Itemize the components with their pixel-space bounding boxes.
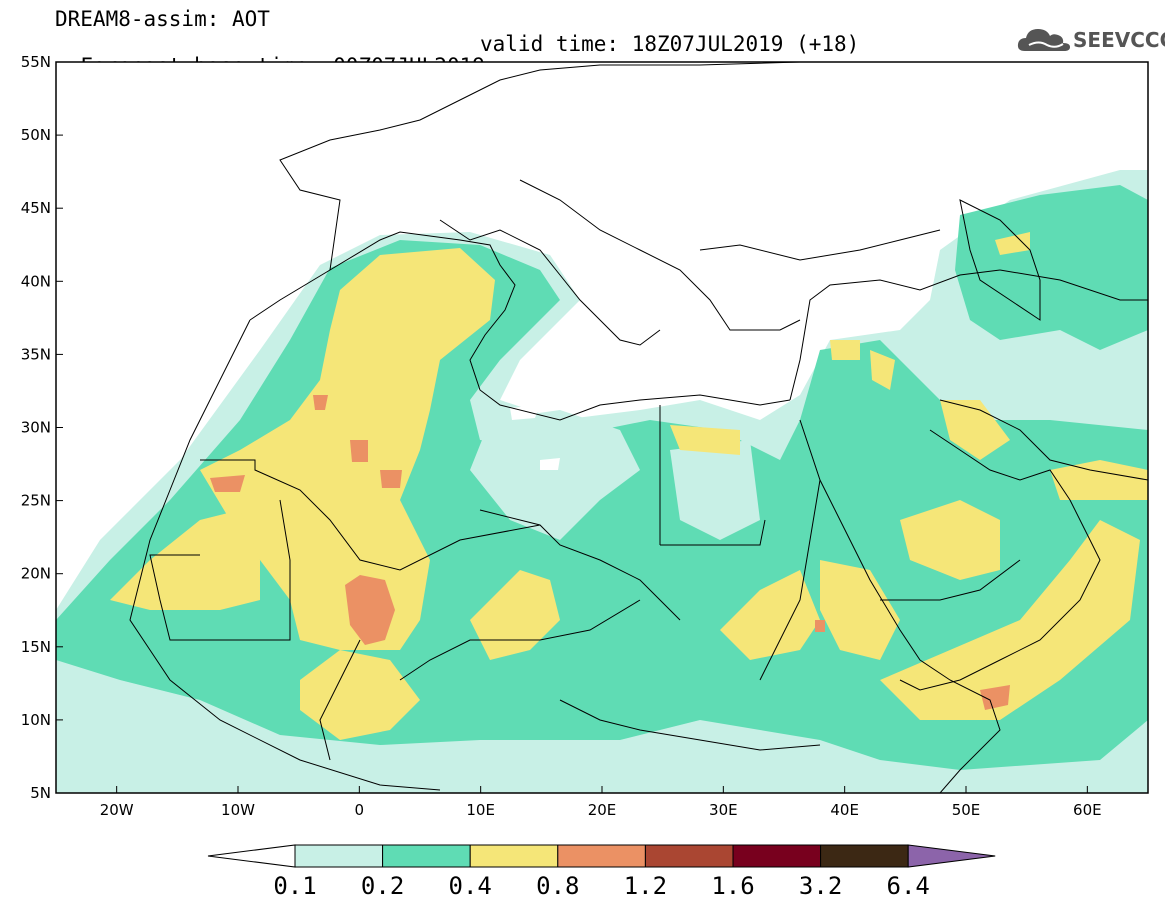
colorbar-segment [557, 844, 646, 868]
lon-tick-label: 10E [466, 801, 495, 819]
colorbar-segment [469, 844, 559, 868]
lon-tick-label: 20W [100, 801, 134, 819]
map-title: DREAM8-assim: AOT [55, 7, 270, 31]
colorbar-over-triangle [907, 844, 996, 868]
colorbar-segment [644, 844, 734, 868]
lat-tick-label: 30N [21, 419, 51, 437]
lon-tick-label: 30E [709, 801, 738, 819]
lon-tick-label: 50E [952, 801, 981, 819]
longitude-axis: 20W 10W 0 10E 20E 30E 40E 50E 60E [100, 786, 1102, 819]
colorbar-level-label: 3.2 [798, 872, 843, 900]
lat-tick-label: 15N [21, 638, 51, 656]
colorbar-level-label: 0.8 [536, 872, 580, 900]
lon-tick-label: 60E [1073, 801, 1102, 819]
colorbar-level-label: 1.6 [711, 872, 755, 900]
colorbar-under-triangle [207, 844, 296, 868]
colorbar-segment [820, 844, 909, 868]
lat-tick-label: 40N [21, 272, 51, 290]
lat-tick-label: 10N [21, 711, 51, 729]
lon-tick-label: 20E [588, 801, 617, 819]
colorbar-level-label: 6.4 [886, 872, 930, 900]
aot-level-0.4 [200, 248, 495, 650]
valid-time: valid time: 18Z07JUL2019 (+18) [480, 32, 860, 56]
lat-tick-label: 25N [21, 492, 51, 510]
latitude-axis: 55N 50N 45N 40N 35N 30N 25N 20N 15N 10N 5N [21, 53, 63, 802]
colorbar-level-label: 0.4 [448, 872, 492, 900]
logo-text: SEEVCCC [1073, 28, 1165, 52]
lon-tick-label: 0 [355, 801, 365, 819]
lat-tick-label: 45N [21, 199, 51, 217]
colorbar-segment [294, 844, 384, 868]
coastlines [129, 62, 1148, 793]
colorbar-level-label: 1.2 [623, 872, 668, 900]
lat-tick-label: 50N [21, 126, 51, 144]
colorbar-segment [732, 844, 822, 868]
colorbar-level-label: 0.2 [360, 872, 405, 900]
lat-tick-label: 35N [21, 345, 51, 363]
colorbar [207, 844, 996, 868]
lat-tick-label: 20N [21, 565, 51, 583]
lat-tick-label: 55N [21, 53, 51, 71]
lat-tick-label: 5N [30, 784, 51, 802]
colorbar-segment [382, 844, 471, 868]
colorbar-level-label: 0.1 [273, 872, 317, 900]
cloud-icon [1017, 29, 1070, 51]
aot-level-0.8 [345, 575, 395, 645]
aot-field [56, 62, 1148, 793]
aot-level-0.2-east [955, 185, 1148, 350]
lon-tick-label: 10W [221, 801, 255, 819]
lon-tick-label: 40E [830, 801, 859, 819]
seevccc-logo: SEEVCCC [1017, 25, 1165, 55]
